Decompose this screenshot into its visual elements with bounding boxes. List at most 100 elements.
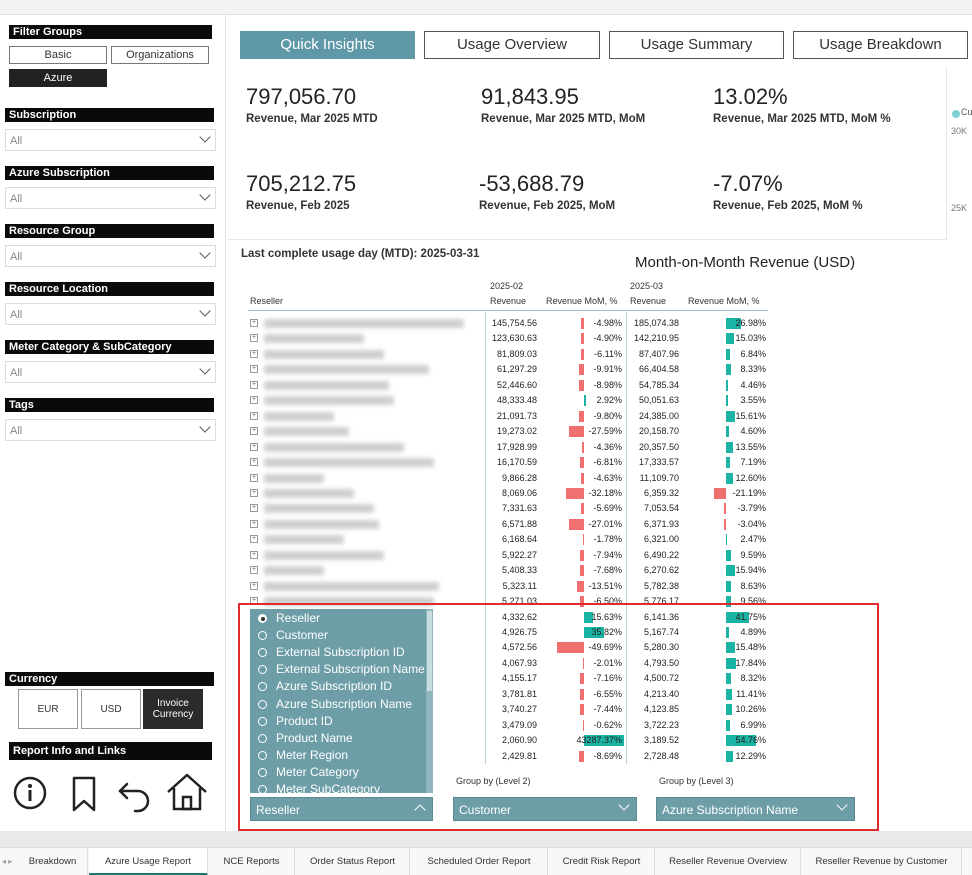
table-row[interactable]: 3,781.81 -6.55% 4,213.40 11.41% — [248, 687, 768, 702]
table-row[interactable]: +8,069.06 -32.18% 6,359.32 -21.19% — [248, 486, 768, 501]
page-tab-nce-reports[interactable]: NCE Reports — [209, 848, 295, 875]
page-tab-breakdown[interactable]: Breakdown — [18, 848, 88, 875]
table-row[interactable]: +6,571.88 -27.01% 6,371.93 -3.04% — [248, 517, 768, 532]
expand-icon[interactable]: + — [250, 396, 258, 405]
expand-icon[interactable]: + — [250, 488, 258, 497]
back-arrow-icon[interactable] — [113, 772, 157, 816]
expand-icon[interactable]: + — [250, 550, 258, 559]
table-row[interactable]: +81,809.03 -6.11% 87,407.96 6.84% — [248, 347, 768, 362]
group-by-option[interactable]: Meter Region — [258, 747, 348, 764]
expand-icon[interactable]: + — [250, 458, 258, 467]
page-tab-order-status-report[interactable]: Order Status Report — [296, 848, 410, 875]
expand-icon[interactable]: + — [250, 535, 258, 544]
expand-icon[interactable]: + — [250, 411, 258, 420]
expand-icon[interactable]: + — [250, 504, 258, 513]
expand-icon[interactable]: + — [250, 365, 258, 374]
scroll-left-icon[interactable]: ◂ ▸ — [2, 857, 13, 866]
table-row[interactable]: +21,091.73 -9.80% 24,385.00 15.61% — [248, 409, 768, 424]
group-by-option[interactable]: Meter Category — [258, 764, 359, 781]
group-by-level2-dropdown[interactable]: Customer — [453, 797, 637, 821]
table-row[interactable]: +5,271.03 -6.50% 5,776.17 9.56% — [248, 594, 768, 609]
col-header-revenue2[interactable]: Revenue — [630, 296, 667, 306]
resource-location-dropdown[interactable]: All — [5, 303, 216, 325]
expand-icon[interactable]: + — [250, 380, 258, 389]
expand-icon[interactable]: + — [250, 519, 258, 528]
currency-eur-button[interactable]: EUR — [18, 689, 78, 729]
col-header-mom2[interactable]: Revenue MoM, % — [688, 296, 760, 306]
filter-group-basic-button[interactable]: Basic — [9, 46, 107, 64]
home-icon[interactable] — [165, 770, 209, 814]
table-row[interactable]: 2,429.81 -8.69% 2,728.48 12.29% — [248, 749, 768, 764]
tags-dropdown[interactable]: All — [5, 419, 216, 441]
group-by-level1-list[interactable]: Reseller Customer External Subscription ID… — [250, 609, 433, 793]
meter-category-dropdown[interactable]: All — [5, 361, 216, 383]
tab-quick-insights[interactable]: Quick Insights — [240, 31, 415, 59]
col-header-revenue1[interactable]: Revenue — [490, 296, 527, 306]
table-row[interactable]: +123,630.63 -4.90% 142,210.95 15.03% — [248, 331, 768, 346]
table-row[interactable]: +17,928.99 -4.36% 20,357.50 13.55% — [248, 440, 768, 455]
table-row[interactable]: +48,333.48 2.92% 50,051.63 3.55% — [248, 393, 768, 408]
col-header-reseller[interactable]: Reseller — [250, 296, 284, 306]
filter-group-organizations-button[interactable]: Organizations — [111, 46, 209, 64]
group-by-level1-dropdown[interactable]: Reseller — [250, 797, 433, 821]
scrollbar-thumb[interactable] — [427, 611, 432, 691]
bookmark-icon[interactable] — [62, 772, 106, 816]
currency-invoice-button[interactable]: Invoice Currency — [143, 689, 203, 729]
mom-bar — [584, 735, 624, 747]
page-tab-reseller-revenue-by-customer[interactable]: Reseller Revenue by Customer — [802, 848, 962, 875]
group-by-option[interactable]: Product ID — [258, 713, 333, 730]
group-by-option[interactable]: Customer — [258, 627, 328, 644]
group-by-option[interactable]: Azure Subscription ID — [258, 678, 392, 695]
expand-icon[interactable]: + — [250, 442, 258, 451]
group-by-option[interactable]: External Subscription Name — [258, 661, 425, 678]
table-row[interactable]: 3,479.09 -0.62% 3,722.23 6.99% — [248, 718, 768, 733]
subscription-dropdown[interactable]: All — [5, 129, 216, 151]
table-row[interactable]: +52,446.60 -8.98% 54,785.34 4.46% — [248, 378, 768, 393]
expand-icon[interactable]: + — [250, 581, 258, 590]
table-row[interactable]: +5,408.33 -7.68% 6,270.62 15.94% — [248, 563, 768, 578]
table-row[interactable]: 4,332.62 15.63% 6,141.36 41.75% — [248, 610, 768, 625]
group-by-option[interactable]: Azure Subscription Name — [258, 696, 412, 713]
col-header-mom1[interactable]: Revenue MoM, % — [546, 296, 618, 306]
expand-icon[interactable]: + — [250, 566, 258, 575]
page-tab-scheduled-order-report[interactable]: Scheduled Order Report — [411, 848, 548, 875]
table-row[interactable]: +16,170.59 -6.81% 17,333.57 7.19% — [248, 455, 768, 470]
mom-bar — [580, 596, 584, 608]
tab-usage-overview[interactable]: Usage Overview — [424, 31, 600, 59]
group-by-option[interactable]: External Subscription ID — [258, 644, 405, 661]
table-row[interactable]: +5,922.27 -7.94% 6,490.22 9.59% — [248, 548, 768, 563]
expand-icon[interactable]: + — [250, 349, 258, 358]
resource-group-dropdown[interactable]: All — [5, 245, 216, 267]
tab-usage-breakdown[interactable]: Usage Breakdown — [793, 31, 968, 59]
expand-icon[interactable]: + — [250, 319, 258, 327]
tab-usage-summary[interactable]: Usage Summary — [609, 31, 784, 59]
group-by-level3-dropdown[interactable]: Azure Subscription Name — [656, 797, 855, 821]
table-row[interactable]: +6,168.64 -1.78% 6,321.00 2.47% — [248, 532, 768, 547]
table-row[interactable]: 3,740.27 -7.44% 4,123.85 10.26% — [248, 702, 768, 717]
filter-group-azure-button[interactable]: Azure — [9, 69, 107, 87]
list-scrollbar[interactable] — [426, 609, 433, 793]
table-row[interactable]: 2,060.90 43287.37% 3,189.52 54.76% — [248, 733, 768, 748]
table-row[interactable]: +145,754.56 -4.98% 185,074.38 26.98% — [248, 316, 768, 331]
table-row[interactable]: +5,323.11 -13.51% 5,782.38 8.63% — [248, 579, 768, 594]
table-row[interactable]: 4,926.75 35.82% 5,167.74 4.89% — [248, 625, 768, 640]
group-by-option[interactable]: Product Name — [258, 730, 353, 747]
page-tab-credit-risk-report[interactable]: Credit Risk Report — [549, 848, 655, 875]
info-icon[interactable] — [9, 772, 53, 816]
expand-icon[interactable]: + — [250, 427, 258, 436]
currency-usd-button[interactable]: USD — [81, 689, 141, 729]
table-row[interactable]: 4,572.56 -49.69% 5,280.30 15.48% — [248, 640, 768, 655]
page-tab-reseller-revenue-overview[interactable]: Reseller Revenue Overview — [656, 848, 801, 875]
table-row[interactable]: 4,155.17 -7.16% 4,500.72 8.32% — [248, 671, 768, 686]
azure-subscription-dropdown[interactable]: All — [5, 187, 216, 209]
group-by-option[interactable]: Reseller — [258, 610, 320, 627]
table-row[interactable]: +19,273.02 -27.59% 20,158.70 4.60% — [248, 424, 768, 439]
table-row[interactable]: 4,067.93 -2.01% 4,793.50 17.84% — [248, 656, 768, 671]
page-tab-azure-usage-report[interactable]: Azure Usage Report — [89, 848, 208, 875]
expand-icon[interactable]: + — [250, 473, 258, 482]
table-row[interactable]: +61,297.29 -9.91% 66,404.58 8.33% — [248, 362, 768, 377]
group-by-option[interactable]: Meter SubCategory — [258, 781, 380, 793]
expand-icon[interactable]: + — [250, 334, 258, 343]
table-row[interactable]: +9,866.28 -4.63% 11,109.70 12.60% — [248, 471, 768, 486]
table-row[interactable]: +7,331.63 -5.69% 7,053.54 -3.79% — [248, 501, 768, 516]
